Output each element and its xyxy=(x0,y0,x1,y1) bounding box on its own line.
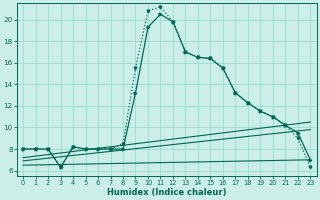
X-axis label: Humidex (Indice chaleur): Humidex (Indice chaleur) xyxy=(107,188,227,197)
